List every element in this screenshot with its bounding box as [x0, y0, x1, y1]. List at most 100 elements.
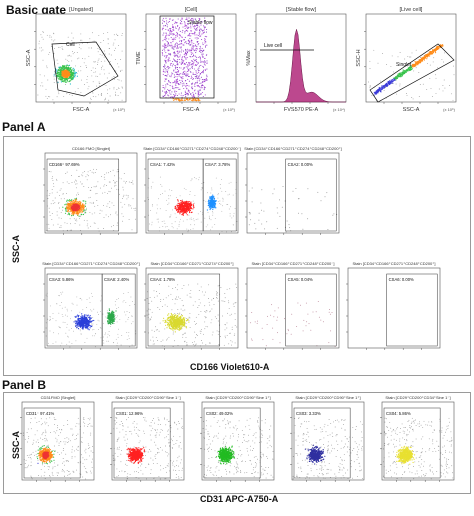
event-point — [189, 44, 191, 46]
event-point — [211, 319, 213, 321]
event-point — [52, 224, 54, 226]
event-point — [49, 305, 51, 307]
event-point — [204, 79, 206, 81]
event-point — [205, 201, 207, 203]
event-point — [193, 46, 195, 48]
event-point — [438, 48, 440, 50]
event-point — [165, 32, 167, 34]
event-point — [194, 28, 196, 30]
event-point — [169, 18, 171, 20]
event-point — [409, 68, 412, 70]
event-point — [135, 218, 136, 220]
event-point — [184, 73, 186, 75]
event-point — [174, 66, 176, 68]
event-point — [194, 24, 196, 26]
event-point — [408, 69, 410, 72]
event-point — [176, 228, 178, 230]
event-point — [185, 211, 187, 213]
event-point — [86, 81, 88, 83]
event-point — [195, 45, 197, 47]
event-point — [200, 189, 202, 191]
event-point — [164, 93, 167, 95]
event-point — [57, 75, 59, 77]
event-point — [85, 314, 87, 316]
event-point — [200, 210, 202, 212]
event-point — [56, 59, 58, 61]
event-point — [194, 85, 196, 87]
event-point — [220, 203, 222, 205]
event-point — [168, 229, 170, 231]
event-point — [192, 48, 194, 50]
event-point — [195, 92, 197, 94]
event-point — [184, 90, 186, 92]
event-point — [63, 68, 65, 70]
event-point — [174, 64, 176, 67]
event-point — [420, 57, 421, 58]
event-point — [87, 75, 89, 77]
event-point — [174, 81, 176, 83]
event-point — [443, 61, 445, 63]
event-point — [442, 85, 444, 86]
event-point — [169, 92, 171, 94]
event-point — [191, 204, 193, 206]
event-point — [204, 64, 206, 66]
event-point — [75, 340, 77, 342]
event-point — [201, 183, 203, 185]
plot-title-bg-2: [Cell] — [185, 7, 198, 13]
event-point — [170, 93, 172, 95]
event-point — [208, 201, 211, 203]
event-point — [187, 207, 189, 209]
event-point — [159, 208, 161, 210]
event-point — [192, 208, 194, 210]
event-point — [176, 61, 178, 63]
event-point — [162, 73, 164, 75]
event-point — [68, 64, 71, 66]
event-point — [409, 66, 411, 68]
event-point — [162, 19, 164, 21]
event-point — [173, 93, 175, 96]
event-point — [248, 224, 250, 226]
event-point — [431, 96, 433, 98]
event-point — [92, 96, 94, 97]
event-point — [64, 73, 66, 76]
event-point — [113, 34, 115, 36]
event-point — [84, 211, 86, 213]
event-point — [192, 19, 194, 21]
event-point — [193, 93, 195, 95]
event-point — [288, 224, 290, 226]
event-point — [115, 70, 117, 72]
event-point — [45, 294, 47, 296]
event-point — [170, 214, 172, 216]
event-point — [76, 326, 78, 328]
event-point — [198, 65, 200, 67]
event-point — [403, 71, 405, 74]
event-point — [58, 93, 60, 95]
event-point — [424, 57, 426, 59]
event-point — [406, 70, 408, 72]
event-point — [196, 38, 198, 40]
event-point — [443, 52, 445, 54]
event-point — [397, 56, 399, 58]
event-point — [71, 44, 73, 46]
event-point — [408, 68, 410, 70]
event-point — [79, 328, 81, 330]
event-point — [422, 57, 424, 59]
event-point — [174, 46, 176, 48]
event-point — [225, 191, 227, 192]
event-point — [201, 33, 203, 35]
event-point — [199, 94, 201, 96]
event-point — [126, 338, 128, 340]
event-point — [61, 307, 63, 309]
event-point — [418, 72, 420, 73]
event-point — [85, 327, 87, 329]
event-point — [186, 17, 188, 19]
event-point — [199, 56, 201, 59]
event-point — [74, 65, 76, 67]
event-point — [206, 79, 208, 81]
event-point — [198, 89, 200, 91]
event-point — [114, 47, 116, 49]
event-point — [231, 341, 233, 343]
event-point — [204, 45, 207, 47]
event-point — [209, 217, 211, 219]
event-point — [125, 182, 126, 184]
